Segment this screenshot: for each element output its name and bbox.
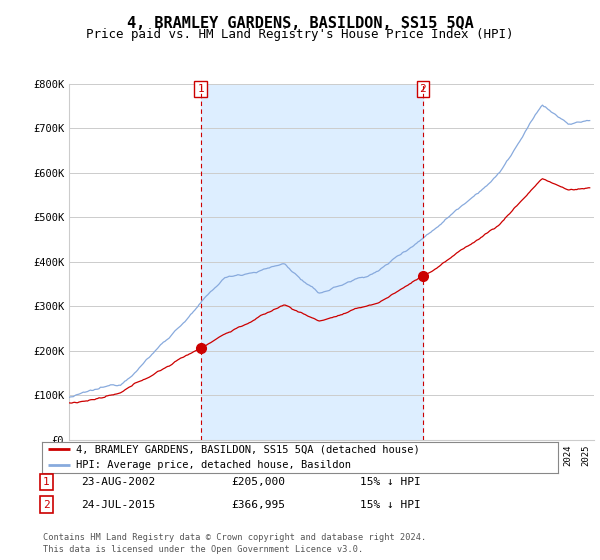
Text: 1: 1 bbox=[197, 84, 204, 94]
Text: £366,995: £366,995 bbox=[231, 500, 285, 510]
Text: Price paid vs. HM Land Registry's House Price Index (HPI): Price paid vs. HM Land Registry's House … bbox=[86, 28, 514, 41]
Text: 24-JUL-2015: 24-JUL-2015 bbox=[81, 500, 155, 510]
Text: 15% ↓ HPI: 15% ↓ HPI bbox=[360, 500, 421, 510]
Text: 2: 2 bbox=[419, 84, 426, 94]
Text: 23-AUG-2002: 23-AUG-2002 bbox=[81, 477, 155, 487]
Text: 2: 2 bbox=[43, 500, 50, 510]
Text: 4, BRAMLEY GARDENS, BASILDON, SS15 5QA (detached house): 4, BRAMLEY GARDENS, BASILDON, SS15 5QA (… bbox=[76, 444, 419, 454]
Text: This data is licensed under the Open Government Licence v3.0.: This data is licensed under the Open Gov… bbox=[43, 545, 364, 554]
Text: 4, BRAMLEY GARDENS, BASILDON, SS15 5QA: 4, BRAMLEY GARDENS, BASILDON, SS15 5QA bbox=[127, 16, 473, 31]
Text: Contains HM Land Registry data © Crown copyright and database right 2024.: Contains HM Land Registry data © Crown c… bbox=[43, 533, 427, 542]
Text: HPI: Average price, detached house, Basildon: HPI: Average price, detached house, Basi… bbox=[76, 460, 350, 470]
Text: 15% ↓ HPI: 15% ↓ HPI bbox=[360, 477, 421, 487]
Text: £205,000: £205,000 bbox=[231, 477, 285, 487]
Bar bbox=[200, 84, 423, 440]
Text: 1: 1 bbox=[43, 477, 50, 487]
